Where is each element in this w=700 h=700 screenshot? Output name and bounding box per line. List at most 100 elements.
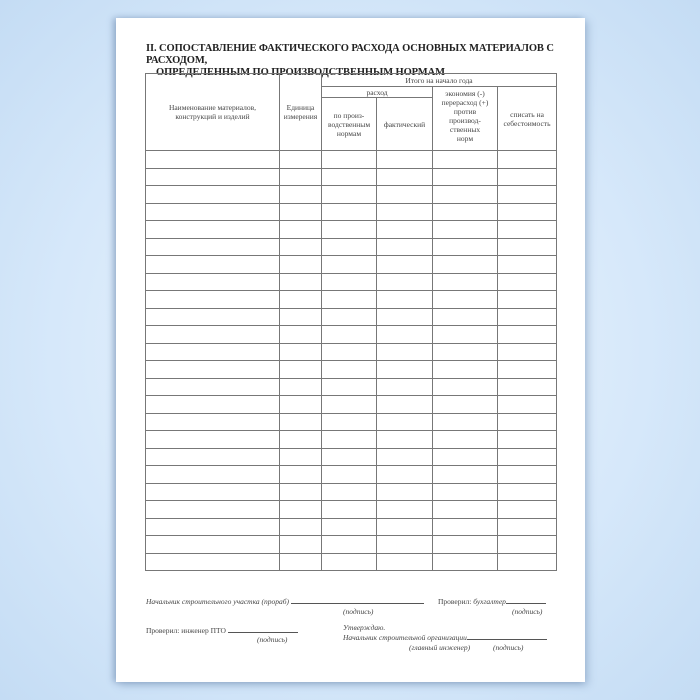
table-cell[interactable] — [321, 290, 377, 309]
table-cell[interactable] — [321, 500, 377, 519]
table-cell[interactable] — [496, 552, 558, 571]
table-cell[interactable] — [279, 395, 322, 414]
table-cell[interactable] — [279, 220, 322, 239]
table-cell[interactable] — [496, 167, 558, 186]
table-cell[interactable] — [432, 237, 498, 256]
table-cell[interactable] — [145, 377, 280, 396]
table-cell[interactable] — [376, 377, 433, 396]
table-cell[interactable] — [279, 412, 322, 431]
table-cell[interactable] — [496, 447, 558, 466]
table-cell[interactable] — [496, 220, 558, 239]
table-cell[interactable] — [432, 290, 498, 309]
table-cell[interactable] — [145, 272, 280, 291]
table-cell[interactable] — [145, 325, 280, 344]
table-cell[interactable] — [321, 360, 377, 379]
table-cell[interactable] — [496, 482, 558, 501]
table-cell[interactable] — [279, 325, 322, 344]
table-cell[interactable] — [279, 255, 322, 274]
table-cell[interactable] — [432, 272, 498, 291]
engineer-signature-line[interactable] — [227, 632, 298, 633]
table-cell[interactable] — [279, 482, 322, 501]
table-cell[interactable] — [145, 237, 280, 256]
table-cell[interactable] — [432, 255, 498, 274]
table-cell[interactable] — [432, 395, 498, 414]
table-cell[interactable] — [145, 342, 280, 361]
accountant-signature-line[interactable] — [505, 603, 546, 604]
table-cell[interactable] — [432, 307, 498, 326]
table-cell[interactable] — [496, 150, 558, 169]
table-cell[interactable] — [496, 272, 558, 291]
table-cell[interactable] — [496, 307, 558, 326]
table-cell[interactable] — [496, 412, 558, 431]
table-cell[interactable] — [376, 220, 433, 239]
table-cell[interactable] — [376, 360, 433, 379]
table-cell[interactable] — [496, 255, 558, 274]
table-cell[interactable] — [432, 360, 498, 379]
table-cell[interactable] — [321, 185, 377, 204]
table-cell[interactable] — [279, 552, 322, 571]
table-cell[interactable] — [145, 307, 280, 326]
table-cell[interactable] — [376, 517, 433, 536]
table-cell[interactable] — [376, 430, 433, 449]
table-cell[interactable] — [432, 412, 498, 431]
table-cell[interactable] — [321, 272, 377, 291]
table-cell[interactable] — [279, 307, 322, 326]
table-cell[interactable] — [376, 342, 433, 361]
table-cell[interactable] — [321, 447, 377, 466]
table-cell[interactable] — [145, 395, 280, 414]
table-cell[interactable] — [145, 185, 280, 204]
table-cell[interactable] — [279, 360, 322, 379]
table-cell[interactable] — [496, 517, 558, 536]
table-cell[interactable] — [496, 395, 558, 414]
table-cell[interactable] — [376, 535, 433, 554]
table-cell[interactable] — [376, 325, 433, 344]
table-cell[interactable] — [496, 535, 558, 554]
table-cell[interactable] — [432, 220, 498, 239]
table-cell[interactable] — [145, 500, 280, 519]
table-cell[interactable] — [145, 430, 280, 449]
table-cell[interactable] — [432, 342, 498, 361]
table-cell[interactable] — [376, 202, 433, 221]
table-cell[interactable] — [432, 185, 498, 204]
table-cell[interactable] — [321, 482, 377, 501]
table-cell[interactable] — [321, 220, 377, 239]
table-cell[interactable] — [321, 377, 377, 396]
table-cell[interactable] — [321, 342, 377, 361]
table-cell[interactable] — [321, 150, 377, 169]
table-cell[interactable] — [321, 167, 377, 186]
table-cell[interactable] — [279, 430, 322, 449]
table-cell[interactable] — [376, 447, 433, 466]
table-cell[interactable] — [321, 237, 377, 256]
table-cell[interactable] — [376, 412, 433, 431]
table-cell[interactable] — [321, 517, 377, 536]
table-cell[interactable] — [145, 535, 280, 554]
table-cell[interactable] — [321, 465, 377, 484]
table-cell[interactable] — [376, 482, 433, 501]
table-cell[interactable] — [432, 325, 498, 344]
table-cell[interactable] — [279, 167, 322, 186]
table-cell[interactable] — [432, 465, 498, 484]
table-cell[interactable] — [145, 202, 280, 221]
table-cell[interactable] — [279, 377, 322, 396]
table-cell[interactable] — [145, 552, 280, 571]
table-cell[interactable] — [321, 535, 377, 554]
table-cell[interactable] — [321, 202, 377, 221]
table-cell[interactable] — [321, 325, 377, 344]
table-cell[interactable] — [145, 150, 280, 169]
table-cell[interactable] — [145, 255, 280, 274]
table-cell[interactable] — [376, 307, 433, 326]
table-cell[interactable] — [145, 167, 280, 186]
table-cell[interactable] — [496, 377, 558, 396]
table-cell[interactable] — [279, 290, 322, 309]
table-cell[interactable] — [145, 465, 280, 484]
table-cell[interactable] — [496, 500, 558, 519]
table-cell[interactable] — [496, 185, 558, 204]
table-cell[interactable] — [376, 185, 433, 204]
table-cell[interactable] — [376, 465, 433, 484]
table-cell[interactable] — [376, 290, 433, 309]
table-cell[interactable] — [279, 517, 322, 536]
table-cell[interactable] — [279, 447, 322, 466]
table-cell[interactable] — [279, 535, 322, 554]
table-cell[interactable] — [432, 517, 498, 536]
table-cell[interactable] — [145, 220, 280, 239]
